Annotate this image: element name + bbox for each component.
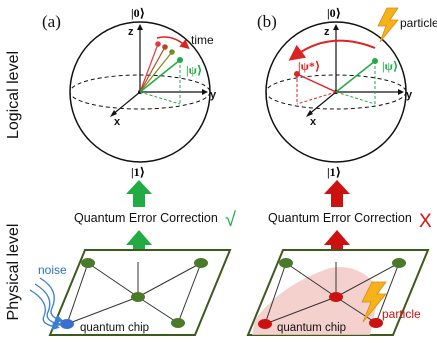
noise-label: noise (38, 263, 67, 277)
lightning-bolt-icon (377, 7, 399, 43)
quantum-chip-b (246, 249, 430, 336)
particle-label-top: particle (400, 16, 437, 30)
ket-one-a: |1⟩ (131, 165, 145, 179)
axis-x-a: x (114, 116, 121, 128)
logical-level-label: Logical level (5, 51, 22, 139)
axis-y-b: y (406, 89, 413, 101)
quantum-chip-a (48, 249, 232, 336)
physical-level-label: Physical level (5, 224, 22, 321)
qec-label-a: Quantum Error Correction (74, 211, 218, 225)
qec-fail-mark: X (419, 211, 432, 232)
state-trajectory-a (139, 36, 190, 105)
qubit-node-noisy (60, 319, 74, 329)
panel-a: (a) |0⟩ |1⟩ z y x (29, 6, 236, 336)
ket-one-b: |1⟩ (327, 165, 341, 179)
qubit-node-error (258, 319, 272, 329)
state-label-a: |ψ⟩ (186, 63, 202, 77)
panel-b-tag: (b) (257, 12, 277, 31)
ket-zero-b: |0⟩ (327, 6, 341, 20)
qubit-node (131, 292, 145, 302)
qubit-node (81, 258, 95, 268)
panel-a-tag: (a) (42, 12, 61, 31)
qec-arrow-a-upper (126, 180, 152, 207)
qubit-node (171, 318, 185, 328)
particle-label-chip: particle (382, 307, 421, 321)
qubit-node-error (369, 318, 383, 328)
noise-lines (29, 277, 64, 331)
chip-label-a: quantum chip (80, 322, 149, 334)
axis-y-a: y (210, 89, 217, 101)
qubit-node (392, 258, 406, 268)
time-label: time (191, 33, 214, 47)
axis-z-a: z (128, 26, 134, 38)
lightning-bolt-chip-icon (361, 281, 387, 323)
qec-label-b: Quantum Error Correction (268, 211, 412, 225)
state-label-b: |ψ⟩ (382, 59, 398, 73)
chip-label-b: quantum chip (277, 322, 346, 334)
state-flip-b (288, 39, 378, 105)
qubit-node-error (329, 292, 343, 302)
error-state-label: |ψ*⟩ (298, 59, 320, 73)
bloch-sphere-a (69, 21, 211, 163)
ket-zero-a: |0⟩ (131, 6, 145, 20)
qec-arrow-b-upper (324, 180, 350, 207)
axis-x-b: x (310, 116, 317, 128)
qubit-node (279, 258, 293, 268)
axis-z-b: z (324, 26, 330, 38)
qec-check-mark: √ (225, 209, 236, 231)
panel-b: (b) |0⟩ |1⟩ z y x |ψ⟩ |ψ (246, 6, 437, 336)
qubit-node (194, 258, 208, 268)
